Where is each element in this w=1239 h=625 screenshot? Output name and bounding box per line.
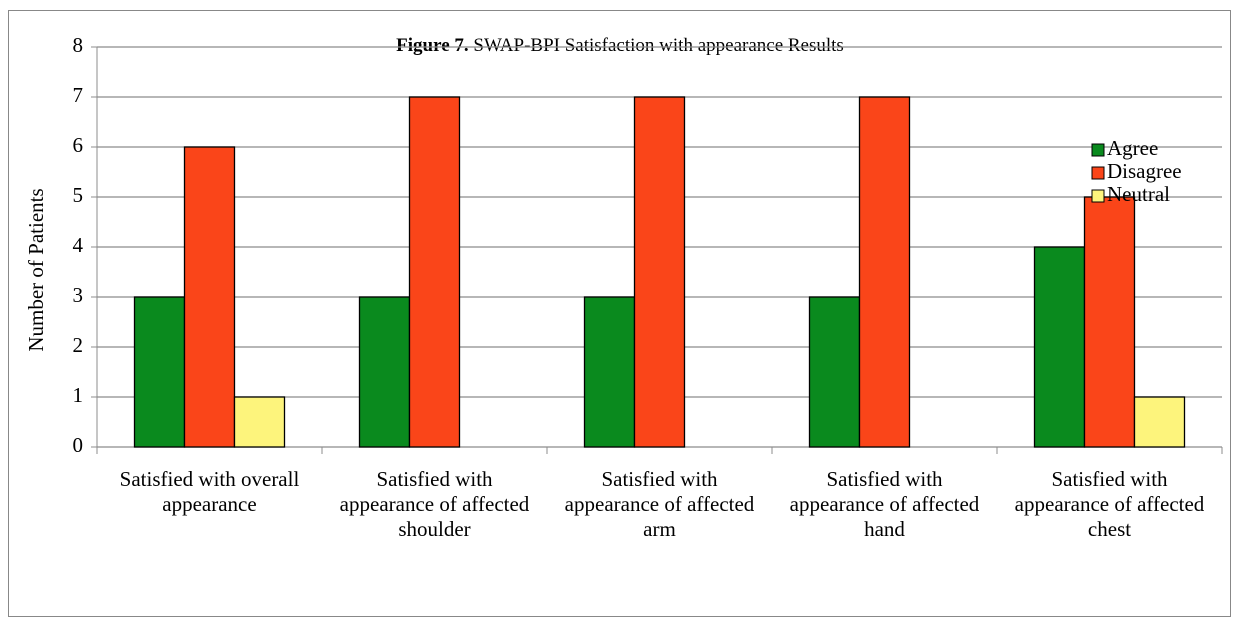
legend-swatch — [1091, 189, 1105, 203]
bar — [133, 296, 186, 448]
y-tick-label: 5 — [73, 183, 84, 207]
y-tick-label: 2 — [73, 333, 84, 357]
title-text: SWAP-BPI Satisfaction with appearance Re… — [473, 35, 843, 56]
y-tick-label: 6 — [73, 133, 84, 157]
y-tick-label: 0 — [73, 433, 84, 457]
x-tick-label: Satisfied with appearance of affected ch… — [1014, 467, 1205, 541]
legend-swatch — [1091, 143, 1105, 157]
bar — [633, 96, 686, 448]
y-tick-label: 7 — [73, 83, 84, 107]
y-tick-label: 8 — [73, 33, 84, 57]
bar — [408, 96, 461, 448]
legend-label: Agree — [1107, 136, 1158, 160]
x-tick-label: Satisfied with appearance of affected ha… — [789, 467, 980, 541]
y-axis-label: Number of Patients — [24, 188, 48, 351]
y-tick-label: 1 — [73, 383, 84, 407]
y-tick-label: 4 — [73, 233, 84, 257]
x-tick-label: Satisfied with overall appearance — [119, 467, 300, 516]
bar — [233, 396, 286, 448]
x-tick-label: Satisfied with appearance of affected sh… — [339, 467, 530, 541]
legend-label: Disagree — [1107, 159, 1182, 183]
bar — [183, 146, 236, 448]
bar — [858, 96, 911, 448]
figure-label: Figure 7. — [396, 35, 468, 56]
bar — [583, 296, 636, 448]
bar — [1033, 246, 1086, 448]
bar — [1083, 196, 1136, 448]
bar — [358, 296, 411, 448]
legend-label: Neutral — [1107, 182, 1170, 206]
x-tick-label: Satisfied with appearance of affected ar… — [564, 467, 755, 541]
y-tick-label: 3 — [73, 283, 84, 307]
bar — [808, 296, 861, 448]
legend-swatch — [1091, 166, 1105, 180]
chart-title: Figure 7. SWAP-BPI Satisfaction with app… — [396, 35, 844, 56]
bar — [1133, 396, 1186, 448]
